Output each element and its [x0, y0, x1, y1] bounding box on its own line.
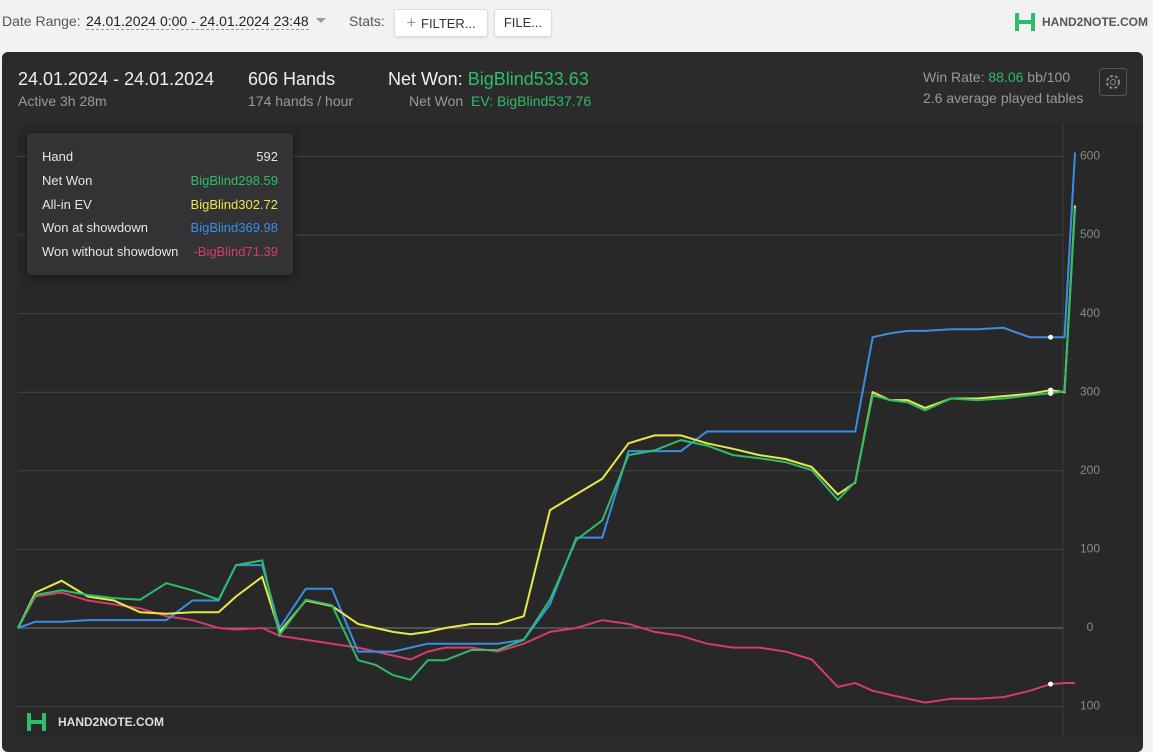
hands: 606 Hands: [248, 69, 336, 89]
tooltip-label: Net Won: [42, 173, 93, 188]
logo-icon: [1015, 13, 1035, 31]
y-tick-label: 300: [1080, 384, 1100, 398]
tooltip-value: 592: [256, 149, 278, 164]
net-won-ev-label: Net Won: [409, 93, 464, 109]
series-line: [17, 591, 1075, 704]
dropdown-caret[interactable]: [316, 18, 326, 24]
series-line: [17, 205, 1076, 636]
tooltip: Hand 592 Net Won BigBlind298.59 All-in EV Big…: [27, 133, 293, 275]
y-tick-label: 100: [1080, 542, 1100, 556]
hover-dot: [1048, 387, 1054, 393]
dates: 24.01.2024 - 24.01.2024: [18, 69, 215, 89]
file-button[interactable]: FILE...: [494, 9, 552, 37]
hands-rate: 174 hands / hour: [248, 93, 354, 109]
logo: HAND2NOTE.COM: [1042, 15, 1149, 29]
net-won-label: Net Won:: [388, 69, 463, 89]
win-rate-value: 88.06: [988, 69, 1024, 85]
ev-label: EV:: [471, 93, 494, 109]
date-range-label: Date Range:: [2, 13, 81, 29]
tooltip-label: Won at showdown: [42, 220, 148, 235]
y-tick-label: 600: [1080, 149, 1100, 163]
tooltip-value: -BigBlind71.39: [193, 243, 278, 259]
win-rate-unit: bb/100: [1027, 69, 1071, 85]
filter-button[interactable]: + FILTER...: [394, 9, 488, 37]
date-range[interactable]: 24.01.2024 0:00 - 24.01.2024 23:48: [86, 13, 309, 30]
filter-text: FILTER...: [421, 16, 476, 31]
active-time: Active 3h 28m: [18, 93, 107, 109]
tooltip-row: Hand 592: [42, 149, 278, 169]
series-line: [17, 208, 1076, 681]
watermark: HAND2NOTE.COM: [58, 715, 165, 729]
y-tick-label: 200: [1080, 463, 1100, 477]
tables: 2.6 average played tables: [923, 90, 1084, 106]
net-won-ev-value: BigBlind537.76: [496, 93, 592, 109]
tooltip-value: BigBlind369.98: [190, 220, 278, 235]
tooltip-row: All-in EV BigBlind302.72: [42, 197, 278, 217]
hover-dot: [1048, 334, 1054, 340]
tooltip-label: Hand: [42, 149, 74, 164]
tooltip-row: Won without showdown -BigBlind71.39: [42, 244, 278, 264]
watermark-icon: [27, 713, 46, 731]
tooltip-value: BigBlind302.72: [190, 196, 278, 212]
net-won-value: BigBlind533.63: [467, 69, 589, 89]
y-tick-label: 100: [1080, 699, 1100, 713]
hover-dot: [1048, 681, 1054, 687]
settings-button[interactable]: [1099, 68, 1127, 96]
y-tick-label: 500: [1080, 227, 1100, 241]
y-tick-label: 400: [1080, 306, 1100, 320]
y-tick-label: 0: [1087, 620, 1094, 634]
win-rate: Win Rate: 88.06 bb/100: [923, 69, 1070, 85]
tooltip-row: Won at showdown BigBlind369.98: [42, 220, 278, 240]
tooltip-label: All-in EV: [42, 196, 92, 212]
net-won-ev: Net Won EV: BigBlind537.76: [409, 93, 591, 109]
win-rate-label: Win Rate:: [923, 69, 985, 85]
tooltip-value: BigBlind298.59: [190, 173, 278, 188]
net-won: Net Won: BigBlind533.63: [388, 69, 589, 90]
tooltip-label: Won without showdown: [42, 243, 179, 259]
series-line: [17, 152, 1076, 653]
tooltip-row: Net Won BigBlind298.59: [42, 173, 278, 193]
stats-label: Stats:: [349, 13, 385, 29]
